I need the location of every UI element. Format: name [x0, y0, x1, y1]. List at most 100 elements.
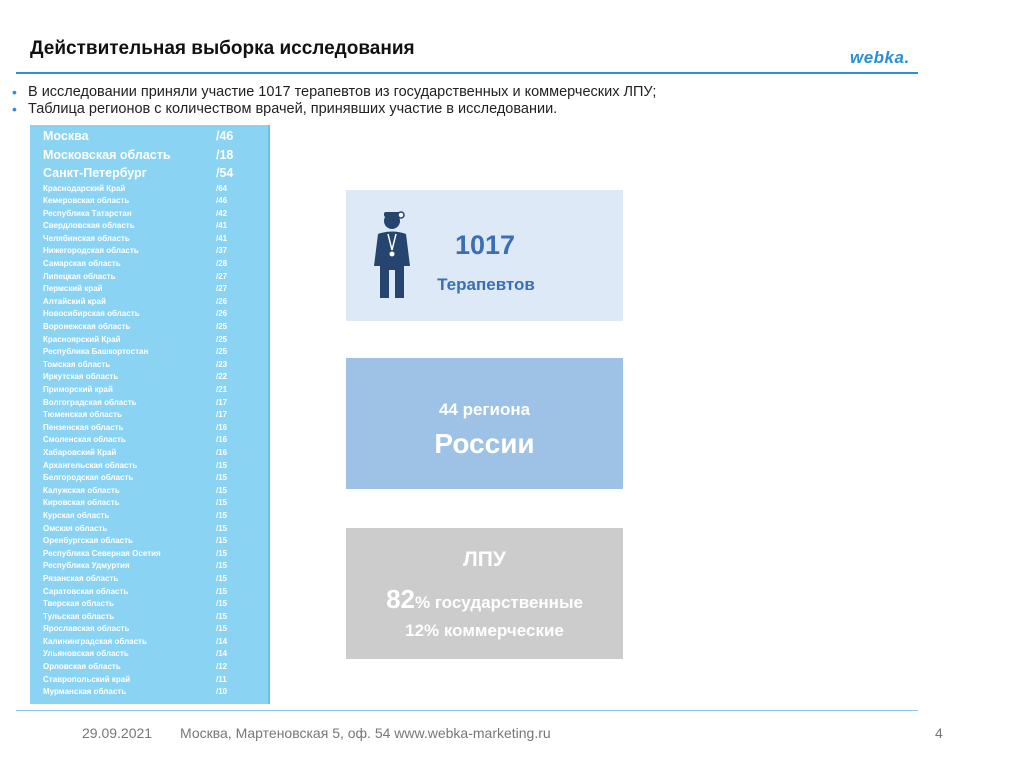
therapists-card: 1017 Терапевтов	[346, 190, 623, 321]
region-row: Москва/46	[30, 127, 268, 146]
region-row: Республика Башкортостан/25	[30, 346, 268, 359]
regions-card: 44 региона России	[346, 358, 623, 489]
region-row: Иркутская область/22	[30, 371, 268, 384]
region-count: /27	[216, 284, 228, 294]
region-count: /15	[216, 624, 228, 634]
region-name: Белгородская область	[43, 473, 134, 483]
region-row: Мурманская область/10	[30, 686, 268, 699]
region-row: Белгородская область/15	[30, 472, 268, 485]
region-name: Архангельская область	[43, 460, 138, 470]
region-count: /15	[216, 523, 228, 533]
region-count: /26	[216, 296, 228, 306]
region-row: Томская область/23	[30, 359, 268, 372]
region-count: /15	[216, 536, 228, 546]
region-row: Приморский край/21	[30, 384, 268, 397]
region-name: Оренбургская область	[43, 536, 133, 546]
region-name: Республика Северная Осетия	[43, 548, 161, 558]
region-count: /46	[216, 196, 228, 206]
region-row: Кемеровская область/46	[30, 195, 268, 208]
footer-divider	[16, 710, 918, 711]
region-row: Волгоградская область/17	[30, 397, 268, 410]
slide-title: Действительная выборка исследования	[30, 38, 415, 59]
region-row: Республика Татарстан/42	[30, 208, 268, 221]
region-count: /15	[216, 473, 228, 483]
region-count: /46	[216, 129, 234, 143]
region-name: Санкт-Петербург	[43, 166, 147, 180]
region-row: Калужская область/15	[30, 485, 268, 498]
region-count: /15	[216, 561, 228, 571]
region-name: Челябинская область	[43, 233, 130, 243]
region-row: Липецкая область/27	[30, 271, 268, 284]
region-row: Тверская область/15	[30, 598, 268, 611]
lpu-title: ЛПУ	[463, 548, 506, 571]
region-count: /28	[216, 259, 228, 269]
region-count: /17	[216, 397, 228, 407]
region-count: /16	[216, 422, 228, 432]
region-count: /15	[216, 498, 228, 508]
region-row: Рязанская область/15	[30, 573, 268, 586]
region-count: /15	[216, 548, 228, 558]
region-row: Нижегородская область/37	[30, 245, 268, 258]
lpu-state-number: 82	[386, 584, 415, 614]
region-name: Республика Татарстан	[43, 208, 132, 218]
region-count: /11	[216, 674, 227, 684]
region-name: Ставропольский край	[43, 674, 131, 684]
region-row: Московская область/18	[30, 146, 268, 165]
region-row: Кировская область/15	[30, 497, 268, 510]
region-name: Курская область	[43, 510, 110, 520]
region-name: Калининградская область	[43, 636, 147, 646]
region-count: /17	[216, 410, 228, 420]
region-count: /14	[216, 636, 228, 646]
region-row: Воронежская область/25	[30, 321, 268, 334]
region-name: Кемеровская область	[43, 196, 130, 206]
region-list: Москва/46 Московская область/18 Санкт-Пете…	[30, 125, 268, 699]
region-count: /15	[216, 485, 228, 495]
region-row: Смоленская область/16	[30, 434, 268, 447]
region-row: Санкт-Петербург/54	[30, 164, 268, 183]
title-divider	[16, 72, 918, 74]
region-count: /25	[216, 322, 228, 332]
region-row: Курская область/15	[30, 510, 268, 523]
region-name: Омская область	[43, 523, 108, 533]
region-row: Орловская область/12	[30, 661, 268, 674]
lpu-commercial-line: 12% коммерческие	[405, 621, 564, 640]
region-name: Краснодарский Край	[43, 183, 126, 193]
region-name: Москва	[43, 129, 89, 143]
region-name: Пензенская область	[43, 422, 124, 432]
region-row: Ставропольский край/11	[30, 674, 268, 687]
bullet-text: В исследовании приняли участие 1017 тера…	[28, 84, 657, 100]
region-row: Республика Северная Осетия/15	[30, 548, 268, 561]
therapists-count: 1017	[454, 230, 516, 260]
region-count: /16	[216, 447, 228, 457]
region-count: /12	[216, 662, 228, 672]
region-row: Ярославская область/15	[30, 623, 268, 636]
region-name: Красноярский Край	[43, 334, 121, 344]
region-name: Томская область	[43, 359, 111, 369]
footer-address: Москва, Мартеновская 5, оф. 54 www.webka…	[180, 725, 551, 741]
region-count: /21	[216, 385, 228, 394]
region-count: /42	[216, 208, 228, 218]
region-row: Пензенская область/16	[30, 422, 268, 435]
therapists-label: Терапевтов	[437, 275, 535, 294]
region-row: Челябинская область/41	[30, 233, 268, 246]
bullet-list: • В исследовании приняли участие 1017 те…	[12, 84, 912, 118]
page-number: 4	[935, 725, 943, 741]
region-name: Республика Удмуртия	[43, 561, 130, 571]
region-row: Ульяновская область/14	[30, 648, 268, 661]
region-row: Краснодарский Край/64	[30, 183, 268, 196]
bullet-text: Таблица регионов с количеством врачей, п…	[28, 101, 558, 117]
region-count: /16	[216, 435, 228, 445]
region-count: /23	[216, 359, 228, 369]
region-name: Самарская область	[43, 259, 121, 269]
region-row: Республика Удмуртия/15	[30, 560, 268, 573]
region-count: /15	[216, 599, 228, 609]
region-row: Оренбургская область/15	[30, 535, 268, 548]
region-name: Кировская область	[43, 498, 120, 508]
bullet-item: • В исследовании приняли участие 1017 те…	[12, 84, 912, 101]
region-count: /41	[216, 221, 228, 231]
doctor-icon	[374, 211, 410, 298]
region-count: /54	[216, 166, 234, 180]
region-count: /64	[216, 183, 228, 193]
region-name: Ульяновская область	[43, 649, 129, 659]
region-row: Омская область/15	[30, 523, 268, 536]
